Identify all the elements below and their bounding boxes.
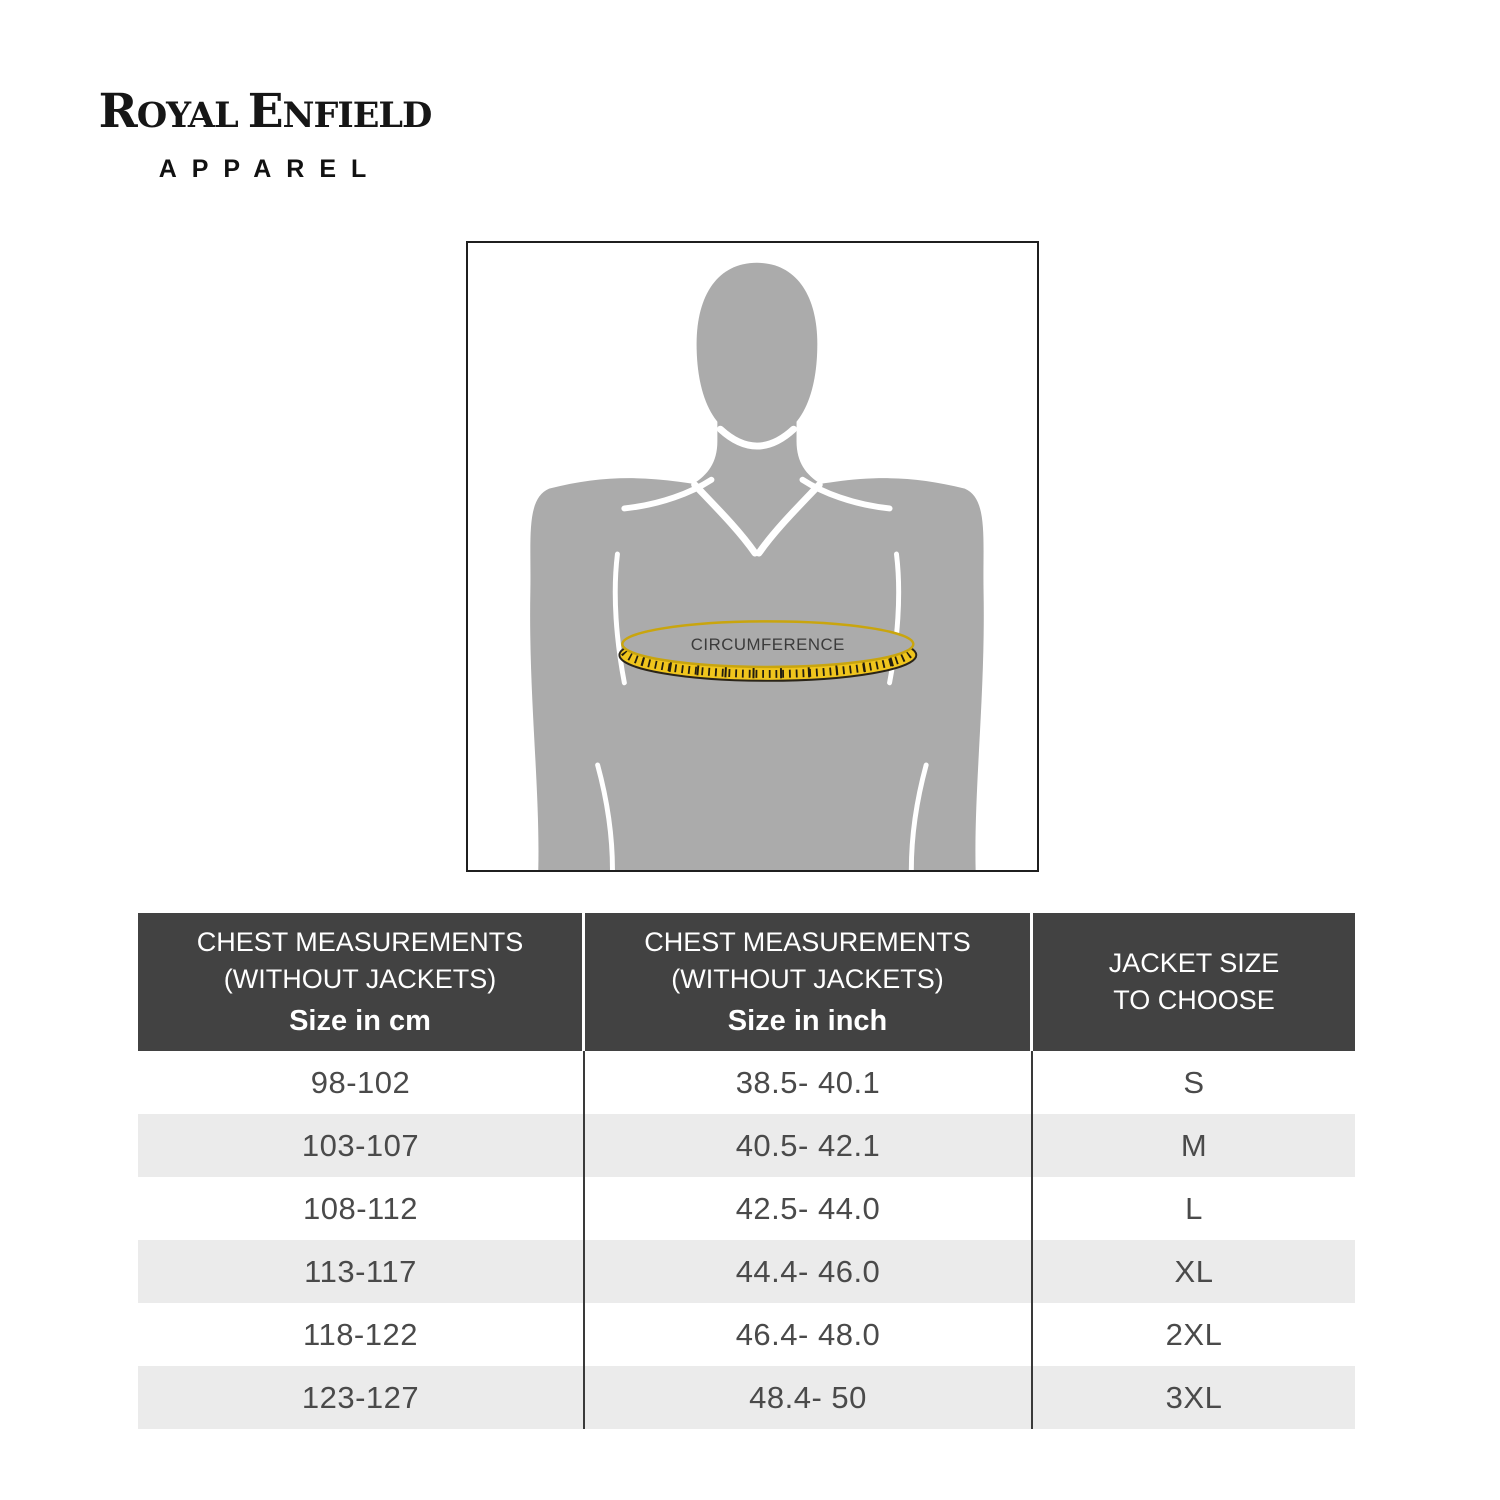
cell-inch: 44.4- 46.0 bbox=[585, 1240, 1033, 1303]
cell-cm: 103-107 bbox=[138, 1114, 585, 1177]
cell-cm: 118-122 bbox=[138, 1303, 585, 1366]
collar-line-left bbox=[691, 481, 759, 557]
chin-line bbox=[716, 425, 798, 450]
header-line: CHEST MEASUREMENTS bbox=[196, 927, 524, 957]
torso-measurement-illustration: CIRCUMFERENCE bbox=[530, 262, 984, 870]
cell-inch: 38.5- 40.1 bbox=[585, 1051, 1033, 1114]
brand-rest-2: NFIELD bbox=[282, 95, 433, 136]
header-line: CHEST MEASUREMENTS bbox=[644, 927, 971, 957]
collar-line-right bbox=[755, 481, 823, 557]
brand-subtitle: APPAREL bbox=[158, 155, 382, 183]
tape-label: CIRCUMFERENCE bbox=[691, 635, 845, 654]
cell-inch: 46.4- 48.0 bbox=[585, 1303, 1033, 1366]
arm-hip-line-left bbox=[595, 762, 615, 870]
cell-size: XL bbox=[1174, 1253, 1214, 1289]
header-jacket-size: JACKET SIZE TO CHOOSE bbox=[1033, 913, 1355, 1051]
size-table: CHEST MEASUREMENTS (WITHOUT JACKETS) Siz… bbox=[138, 913, 1355, 1429]
cell-cm: 123-127 bbox=[138, 1366, 585, 1429]
brand-wordmark: ROYAL ENFIELD bbox=[85, 86, 445, 148]
cell-size: 3XL bbox=[1165, 1379, 1223, 1415]
table-row: 123-127 48.4- 50 3XL bbox=[138, 1366, 1355, 1429]
cell-size: M bbox=[1180, 1127, 1208, 1163]
clavicle-line-right bbox=[799, 476, 893, 512]
header-chest-cm: CHEST MEASUREMENTS (WITHOUT JACKETS) Siz… bbox=[138, 913, 585, 1051]
tape-top-opening bbox=[621, 620, 915, 669]
cell-size: S bbox=[1183, 1064, 1205, 1100]
tape-ticks-large bbox=[619, 645, 917, 679]
cell-size: 2XL bbox=[1165, 1316, 1223, 1352]
figure-box: CIRCUMFERENCE bbox=[466, 241, 1039, 872]
header-unit: Size in cm bbox=[289, 1005, 431, 1037]
head-silhouette bbox=[696, 262, 818, 442]
header-line: JACKET SIZE bbox=[1108, 948, 1280, 978]
cell-inch: 42.5- 44.0 bbox=[585, 1177, 1033, 1240]
armpit-line-left bbox=[612, 551, 627, 686]
brand-rest-1: OYAL bbox=[136, 95, 239, 136]
clavicle-line-left bbox=[621, 476, 715, 512]
tape-ticks-small bbox=[621, 649, 915, 678]
cell-cm: 113-117 bbox=[138, 1240, 585, 1303]
brand-initial-2: E bbox=[247, 84, 284, 139]
cell-inch: 48.4- 50 bbox=[585, 1366, 1033, 1429]
header-line: (WITHOUT JACKETS) bbox=[671, 964, 944, 994]
brand-initial-1: R bbox=[98, 84, 138, 139]
brand-logo: ROYAL ENFIELD APPAREL bbox=[85, 86, 445, 184]
cell-size: L bbox=[1185, 1190, 1203, 1226]
table-row: 108-112 42.5- 44.0 L bbox=[138, 1177, 1355, 1240]
header-unit: Size in inch bbox=[727, 1005, 888, 1037]
header-line: TO CHOOSE bbox=[1113, 985, 1275, 1015]
table-row: 98-102 38.5- 40.1 S bbox=[138, 1051, 1355, 1114]
table-row: 103-107 40.5- 42.1 M bbox=[138, 1114, 1355, 1177]
cell-inch: 40.5- 42.1 bbox=[585, 1114, 1033, 1177]
table-header-row: CHEST MEASUREMENTS (WITHOUT JACKETS) Siz… bbox=[138, 913, 1355, 1051]
header-chest-inch: CHEST MEASUREMENTS (WITHOUT JACKETS) Siz… bbox=[585, 913, 1033, 1051]
cell-cm: 98-102 bbox=[138, 1051, 585, 1114]
arm-hip-line-right bbox=[908, 762, 929, 870]
cell-cm: 108-112 bbox=[138, 1177, 585, 1240]
table-row: 118-122 46.4- 48.0 2XL bbox=[138, 1303, 1355, 1366]
header-line: (WITHOUT JACKETS) bbox=[223, 964, 497, 994]
table-row: 113-117 44.4- 46.0 XL bbox=[138, 1240, 1355, 1303]
